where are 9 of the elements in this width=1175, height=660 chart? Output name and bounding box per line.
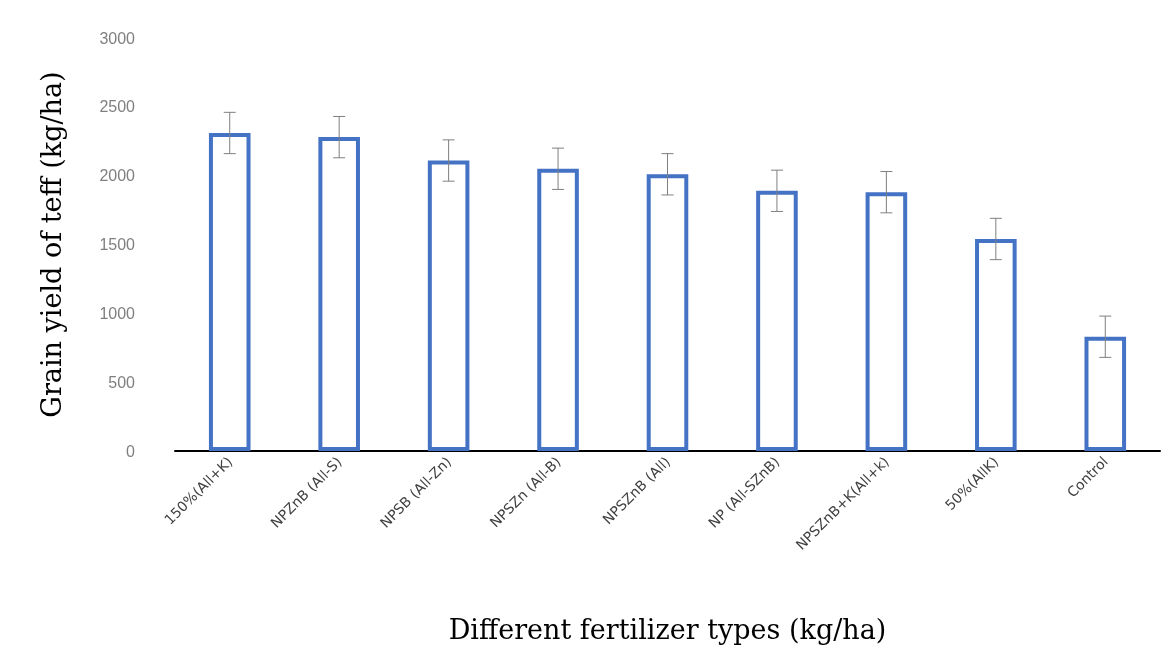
y-axis-title: Grain yield of teff (kg/ha) [36,71,67,418]
y-tick-label: 500 [108,373,136,391]
y-tick-label: 0 [126,442,136,460]
y-tick-label: 3000 [99,29,136,47]
y-tick-label: 2500 [99,98,136,116]
y-tick-label: 1000 [99,304,136,322]
x-axis-title: Different fertilizer types (kg/ha) [448,614,887,645]
y-tick-label: 1500 [99,236,136,253]
y-tick-label: 2000 [99,167,136,185]
